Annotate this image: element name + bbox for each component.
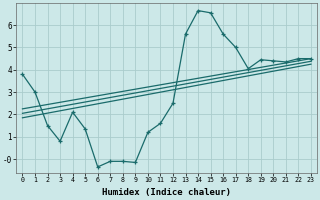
X-axis label: Humidex (Indice chaleur): Humidex (Indice chaleur) [102,188,231,197]
